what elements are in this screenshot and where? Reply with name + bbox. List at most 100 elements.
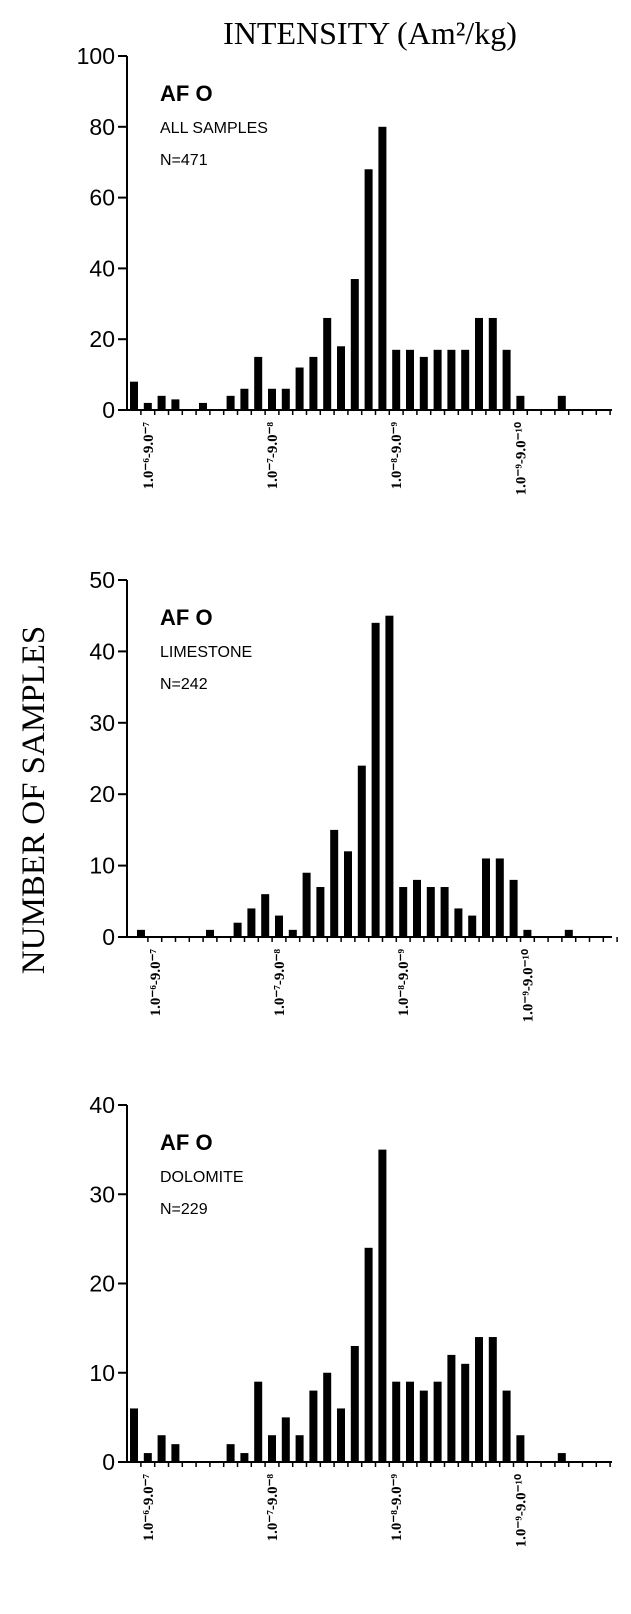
bar: [433, 1381, 442, 1462]
bar: [330, 829, 339, 937]
bar: [440, 887, 449, 937]
bar: [226, 1444, 235, 1462]
bar: [564, 929, 573, 937]
bar: [281, 1417, 290, 1462]
annotation: AF O: [160, 1130, 213, 1155]
bar: [337, 1408, 345, 1462]
bar: [157, 395, 166, 410]
figure-title: INTENSITY (Am²/kg): [223, 15, 517, 51]
bar: [247, 908, 256, 937]
bar: [378, 126, 387, 411]
bar: [447, 1354, 456, 1462]
y-tick-label: 100: [77, 43, 115, 69]
bar: [254, 1381, 263, 1462]
bar: [488, 317, 497, 410]
bar: [557, 1453, 566, 1462]
bar: [254, 356, 263, 410]
y-tick-label: 60: [89, 185, 115, 211]
bar: [281, 388, 290, 410]
x-tick-label: 1.0⁻⁷-9.0⁻⁸: [265, 1474, 281, 1542]
bar: [233, 922, 242, 937]
bar: [240, 1453, 249, 1462]
annotation: AF O: [160, 81, 213, 106]
x-tick-label: 1.0⁻⁶-9.0⁻⁷: [141, 1474, 157, 1542]
bar: [226, 395, 235, 410]
bar: [502, 1390, 511, 1462]
bar: [268, 1435, 276, 1462]
y-tick-label: 80: [89, 114, 115, 140]
bar: [130, 381, 138, 410]
y-tick-label: 0: [102, 924, 115, 950]
y-axis-label: NUMBER OF SAMPLES: [16, 626, 52, 974]
y-tick-label: 0: [102, 397, 115, 423]
y-tick-label: 10: [89, 853, 115, 879]
bar: [433, 349, 442, 410]
bar: [295, 1435, 304, 1462]
bar: [268, 388, 276, 410]
bar: [385, 615, 394, 937]
bar: [509, 879, 518, 937]
y-tick-label: 20: [89, 326, 115, 352]
bar: [454, 908, 463, 937]
bar: [516, 395, 525, 410]
bar: [316, 887, 325, 937]
bar: [399, 887, 408, 937]
y-tick-label: 40: [89, 255, 115, 281]
bar: [516, 1435, 525, 1462]
x-tick-label: 1.0⁻⁷-9.0⁻⁸: [265, 422, 281, 490]
x-tick-label: 1.0⁻⁷-9.0⁻⁸: [272, 949, 288, 1017]
annotation: N=242: [160, 676, 208, 693]
bar: [419, 1390, 428, 1462]
bar: [171, 399, 180, 410]
bar: [495, 858, 504, 937]
bar: [309, 356, 318, 410]
bar: [275, 915, 283, 937]
bar: [199, 402, 207, 410]
y-tick-label: 50: [89, 567, 115, 593]
y-tick-label: 20: [89, 781, 115, 807]
bar: [413, 879, 421, 937]
annotation: N=229: [160, 1201, 208, 1218]
bar: [468, 915, 477, 937]
bar: [302, 872, 311, 937]
bar: [357, 765, 366, 937]
y-tick-label: 20: [89, 1271, 115, 1297]
bar: [288, 929, 297, 937]
bar: [371, 622, 380, 937]
bar: [557, 395, 566, 410]
y-tick-label: 40: [89, 1092, 115, 1118]
bar: [406, 349, 414, 410]
bar: [143, 1453, 152, 1462]
x-tick-label: 1.0⁻⁶-9.0⁻⁷: [148, 949, 164, 1017]
bar: [130, 1408, 138, 1462]
bar: [461, 349, 470, 410]
bar: [406, 1381, 414, 1462]
x-tick-label: 1.0⁻⁸-9.0⁻⁹: [389, 422, 405, 490]
bar: [171, 1444, 180, 1462]
bar: [261, 894, 270, 937]
bar: [309, 1390, 318, 1462]
bar: [350, 279, 359, 410]
annotation: N=471: [160, 152, 208, 169]
y-tick-label: 30: [89, 1181, 115, 1207]
bar: [475, 1337, 483, 1462]
annotation: LIMESTONE: [160, 644, 252, 661]
y-tick-label: 40: [89, 638, 115, 664]
bar: [447, 349, 456, 410]
bar: [364, 169, 373, 410]
bar: [523, 929, 532, 937]
bar: [488, 1337, 497, 1462]
bar: [392, 349, 401, 410]
bar: [475, 317, 483, 410]
annotation: DOLOMITE: [160, 1169, 244, 1186]
bar: [323, 317, 332, 410]
bar: [378, 1149, 387, 1462]
bar: [344, 851, 352, 937]
bar: [137, 929, 145, 937]
bar: [206, 929, 214, 937]
bar: [482, 858, 490, 937]
bar: [392, 1381, 401, 1462]
y-tick-label: 0: [102, 1449, 115, 1475]
bar: [419, 356, 428, 410]
